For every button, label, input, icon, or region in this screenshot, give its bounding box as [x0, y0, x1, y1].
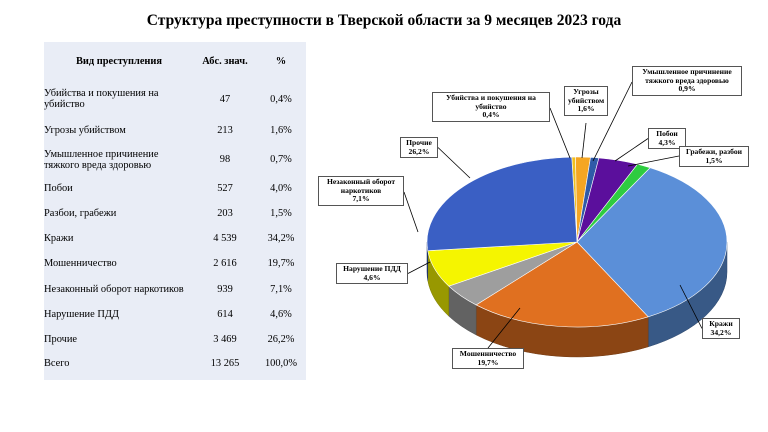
table-row: Прочие 3 469 26,2% [44, 327, 306, 351]
pie-leader-line-2 [592, 81, 633, 162]
pie-leader-line-8 [403, 191, 419, 233]
row-name: Прочие [44, 333, 78, 345]
table-header-row: Вид преступления Абс. знач. % [44, 42, 306, 80]
table-row: Незаконный оборот наркотиков 939 7,1% [44, 276, 306, 302]
pie-top [426, 156, 728, 328]
row-name: Мошенничество [44, 258, 117, 269]
pie-label-value: 4,6% [363, 272, 381, 282]
row-pct: 1,5% [270, 208, 292, 219]
row-abs: 939 [217, 283, 233, 295]
pie-label-value: 4,3% [658, 137, 676, 147]
table-row: Угрозы убийством 213 1,6% [44, 118, 306, 143]
pie-label-5: Кражи 34,2% [702, 318, 740, 340]
pie-label-value: 26,2% [408, 146, 430, 156]
crime-table: Вид преступления Абс. знач. % Убийства и… [44, 42, 306, 380]
row-name: Кражи [44, 233, 74, 244]
row-abs: 3 469 [213, 333, 237, 345]
pie-label-value: 1,5% [705, 155, 723, 165]
pie-label-value: 1,6% [577, 104, 595, 114]
pie-leader-line-0 [549, 107, 571, 159]
pie-label-8: Незаконный оборот наркотиков 7,1% [318, 176, 404, 206]
pie-label-value: 7,1% [352, 194, 370, 204]
pie-depth [426, 241, 728, 358]
table-row: Кражи 4 539 34,2% [44, 226, 306, 251]
pie-slice-5 [576, 167, 728, 318]
row-pct: 19,7% [267, 258, 295, 269]
row-name: Побои [44, 183, 73, 194]
pie-leader-line-5 [679, 284, 703, 329]
pie-leader-line-7 [407, 261, 431, 274]
header-type: Вид преступления [75, 55, 163, 67]
pie-label-6: Мошенничество 19,7% [452, 348, 524, 370]
pie-slice-6 [475, 241, 649, 328]
table-row: Умышленное причинение тяжкого вреда здор… [44, 143, 306, 176]
table-row: Побои 527 4,0% [44, 176, 306, 201]
pie-leader-line-4 [627, 155, 680, 167]
row-pct: 1,6% [270, 125, 292, 136]
pie-leader-line-6 [487, 307, 521, 349]
row-pct: 34,2% [267, 233, 295, 244]
header-abs: Абс. знач. [202, 55, 248, 67]
pie-label-name: Кражи [709, 319, 733, 328]
table-row: Разбои, грабежи 203 1,5% [44, 201, 306, 226]
pie-label-value: 0,4% [482, 110, 500, 120]
row-abs: 4 539 [213, 233, 237, 244]
pie-label-9: Прочие 26,2% [400, 137, 438, 159]
row-abs: 213 [217, 125, 233, 136]
row-abs: 614 [217, 309, 233, 320]
header-pct: % [275, 55, 287, 67]
pie-leader-line-3 [614, 138, 649, 162]
row-name: Угрозы убийством [44, 125, 126, 136]
row-pct: 0,4% [270, 93, 292, 105]
pie-label-name: Умышленное причинение тяжкого вреда здор… [642, 67, 732, 85]
row-pct: 4,0% [270, 183, 292, 194]
pie-slice-9 [426, 156, 578, 251]
table-row: Убийства и покушения на убийство 47 0,4% [44, 80, 306, 118]
row-abs: 98 [219, 154, 231, 165]
row-name: Умышленное причинение тяжкого вреда здор… [44, 148, 159, 171]
row-abs: 527 [217, 183, 233, 194]
row-name: Незаконный оборот наркотиков [44, 283, 184, 295]
row-abs: 47 [219, 93, 231, 105]
row-pct: 26,2% [267, 333, 295, 345]
row-pct: 4,6% [270, 309, 292, 320]
pie-leader-line-1 [581, 122, 587, 159]
pie-label-4: Грабежи, разбои 1,5% [679, 146, 749, 168]
pie-label-value: 0,9% [678, 84, 696, 94]
row-abs: 13 265 [210, 357, 240, 369]
row-pct: 0,7% [270, 154, 292, 165]
row-name: Нарушение ПДД [44, 309, 119, 320]
pie-label-name: Убийства и покушения на убийство [446, 93, 536, 111]
row-name: Убийства и покушения на убийство [44, 88, 159, 110]
pie-label-name: Нарушение ПДД [343, 264, 401, 273]
pie-label-2: Умышленное причинение тяжкого вреда здор… [632, 66, 742, 96]
pie-label-name: Прочие [406, 138, 432, 147]
pie-label-0: Убийства и покушения на убийство 0,4% [432, 92, 550, 122]
pie-leader-line-9 [437, 147, 471, 179]
pie-label-value: 19,7% [477, 357, 499, 367]
row-pct: 7,1% [270, 283, 292, 295]
pie-label-7: Нарушение ПДД 4,6% [336, 263, 408, 285]
pie-label-name: Мошенничество [459, 349, 517, 358]
pie-label-value: 34,2% [710, 327, 732, 337]
pie-label-3: Побои 4,3% [648, 128, 686, 150]
pie-label-1: Угрозы убийством 1,6% [564, 86, 608, 116]
pie-label-name: Угрозы убийством [568, 87, 605, 105]
pie-label-name: Грабежи, разбои [685, 147, 743, 156]
table-row: Мошенничество 2 616 19,7% [44, 251, 306, 276]
row-abs: 203 [217, 208, 233, 219]
row-abs: 2 616 [213, 258, 237, 269]
pie-label-name: Побои [656, 129, 678, 138]
table-row: Нарушение ПДД 614 4,6% [44, 302, 306, 327]
page-title: Структура преступности в Тверской област… [146, 12, 622, 29]
table-row-total: Всего 13 265 100,0% [44, 351, 306, 375]
row-name: Всего [44, 357, 70, 369]
row-name: Разбои, грабежи [44, 208, 117, 219]
row-pct: 100,0% [264, 357, 298, 369]
pie-leaders [403, 81, 703, 349]
pie-label-name: Незаконный оборот наркотиков [326, 177, 396, 195]
